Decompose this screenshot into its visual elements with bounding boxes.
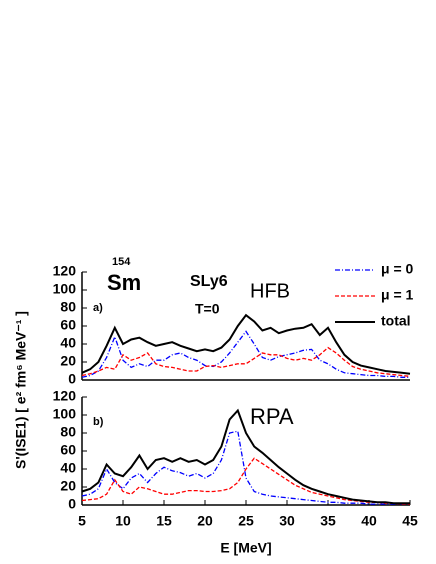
mass-number: 154 xyxy=(112,256,131,268)
series-line xyxy=(81,346,411,378)
series-line xyxy=(81,313,411,375)
x-tick-label: 10 xyxy=(115,513,131,529)
legend-label: μ = 1 xyxy=(381,287,414,303)
y-axis-label: S'(ISE1) [ e² fm⁶ MeV⁻¹ ] xyxy=(13,311,29,469)
y-tick-label: 40 xyxy=(60,460,76,476)
x-tick-label: 25 xyxy=(238,513,254,529)
temperature: T=0 xyxy=(195,301,220,317)
x-tick-label: 30 xyxy=(279,513,295,529)
series-line xyxy=(81,430,410,505)
y-tick-label: 80 xyxy=(60,299,76,315)
force: SLy6 xyxy=(190,273,228,290)
panel-label: a) xyxy=(93,302,103,314)
y-tick-label: 80 xyxy=(60,424,76,440)
legend-label: μ = 0 xyxy=(381,261,414,277)
x-tick-label: 5 xyxy=(78,513,86,529)
x-tick-label: 40 xyxy=(361,513,377,529)
x-tick-label: 20 xyxy=(197,513,213,529)
nucleus: Sm xyxy=(107,270,141,295)
series-line xyxy=(81,408,410,505)
y-tick-label: 120 xyxy=(53,388,77,404)
panel-label: b) xyxy=(93,416,104,428)
x-tick-label: 45 xyxy=(402,513,418,529)
y-tick-label: 20 xyxy=(60,353,76,369)
series-line xyxy=(81,330,410,378)
y-tick-label: 60 xyxy=(60,317,76,333)
x-tick-label: 15 xyxy=(156,513,172,529)
y-tick-label: 0 xyxy=(68,371,76,387)
y-tick-label: 100 xyxy=(53,406,77,422)
y-tick-label: 60 xyxy=(60,442,76,458)
y-tick-label: 120 xyxy=(53,263,77,279)
y-tick-label: 0 xyxy=(68,496,76,512)
method-label: HFB xyxy=(250,280,290,302)
series-line xyxy=(81,457,410,505)
y-tick-label: 100 xyxy=(53,281,77,297)
x-axis-label: E [MeV] xyxy=(220,540,271,556)
legend-label: total xyxy=(381,313,411,329)
method-label: RPA xyxy=(250,404,294,429)
y-tick-label: 40 xyxy=(60,335,76,351)
y-tick-label: 20 xyxy=(60,478,76,494)
x-tick-label: 35 xyxy=(320,513,336,529)
